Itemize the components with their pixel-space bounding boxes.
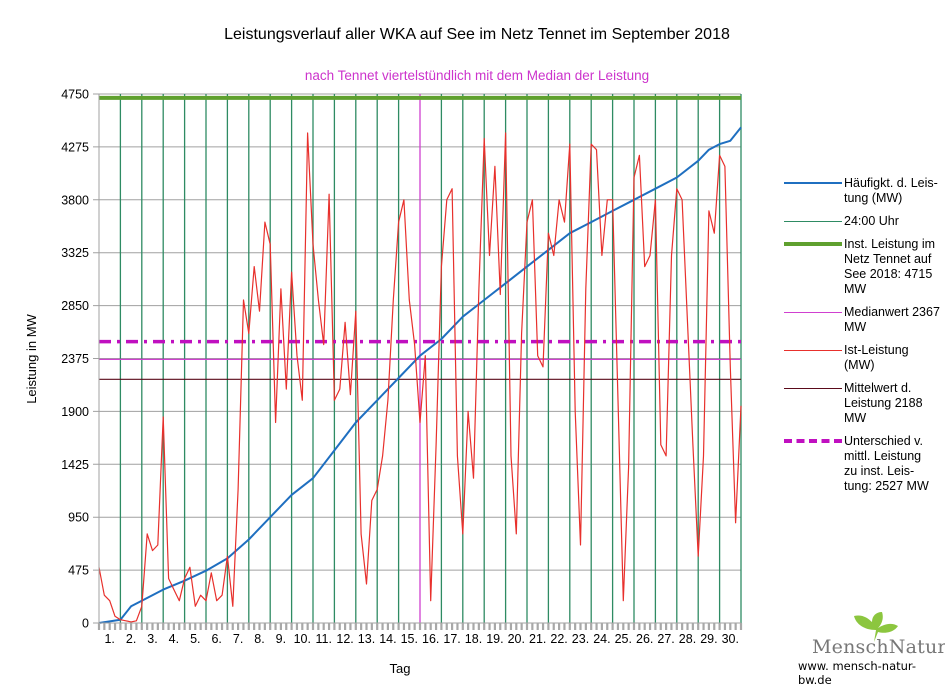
- x-tick-label: 27.: [657, 632, 674, 646]
- y-tick-label: 475: [68, 564, 89, 578]
- legend-label: 24:00 Uhr: [844, 214, 945, 229]
- x-tick-label: 13.: [358, 632, 375, 646]
- legend-label: Ist-Leistung (MW): [844, 343, 945, 373]
- x-tick-label: 6.: [211, 632, 221, 646]
- chart-subtitle: nach Tennet viertelstündlich mit dem Med…: [305, 68, 649, 83]
- x-tick-label: 12.: [336, 632, 353, 646]
- x-tick-label: 24.: [593, 632, 610, 646]
- x-tick-label: 9.: [276, 632, 286, 646]
- x-tick-label: 18.: [465, 632, 482, 646]
- y-tick-label: 1425: [61, 458, 89, 472]
- x-tick-label: 11.: [315, 632, 331, 646]
- y-tick-label: 2850: [61, 299, 89, 313]
- legend-swatch-installed: [784, 242, 842, 246]
- y-axis-label: Leistung in MW: [24, 313, 39, 403]
- logo-url[interactable]: www. mensch-natur-bw.de: [798, 659, 945, 687]
- x-tick-label: 23.: [572, 632, 589, 646]
- y-tick-label: 4750: [61, 88, 89, 102]
- legend-item-midnight: 24:00 Uhr: [780, 214, 945, 229]
- legend-label: Unterschied v. mittl. Leistung zu inst. …: [844, 434, 945, 494]
- legend-item-duration: Häufigkt. d. Leis- tung (MW): [780, 176, 945, 206]
- legend-label: Inst. Leistung im Netz Tennet auf See 20…: [844, 237, 945, 297]
- x-tick-label: 3.: [147, 632, 157, 646]
- y-tick-label: 0: [82, 617, 89, 631]
- x-tick-label: 7.: [233, 632, 243, 646]
- legend-label: Medianwert 2367 MW: [844, 305, 945, 335]
- x-tick-label: 28.: [679, 632, 696, 646]
- legend-label: Häufigkt. d. Leis- tung (MW): [844, 176, 945, 206]
- x-tick-label: 19.: [486, 632, 503, 646]
- x-tick-label: 22.: [550, 632, 567, 646]
- x-tick-label: 29.: [700, 632, 717, 646]
- x-tick-label: 17.: [443, 632, 460, 646]
- legend-swatch-difference: [784, 439, 842, 443]
- x-tick-label: 20.: [508, 632, 525, 646]
- y-tick-labels: 0 475 950 1425 1900 2375 2850 3325 3800 4275 4750: [61, 88, 89, 631]
- legend-swatch-mean: [784, 388, 842, 389]
- y-tick-label: 2375: [61, 352, 89, 366]
- legend-item-median: Medianwert 2367 MW: [780, 305, 945, 335]
- y-tick-label: 4275: [61, 140, 89, 154]
- x-tick-label: 16.: [422, 632, 439, 646]
- legend-item-actual: Ist-Leistung (MW): [780, 343, 945, 373]
- x-tick-label: 5.: [190, 632, 200, 646]
- legend-swatch-actual: [784, 350, 842, 351]
- y-tick-label: 3800: [61, 193, 89, 207]
- x-tick-label: 26.: [636, 632, 653, 646]
- x-tick-label: 21.: [529, 632, 546, 646]
- logo-name: MenschNatur: [812, 636, 945, 658]
- x-axis-label: Tag: [390, 661, 411, 676]
- x-tick-label: 15.: [401, 632, 418, 646]
- legend-item-difference: Unterschied v. mittl. Leistung zu inst. …: [780, 434, 945, 494]
- y-tick-label: 3325: [61, 246, 89, 260]
- x-tick-label: 14.: [379, 632, 396, 646]
- legend: Häufigkt. d. Leis- tung (MW) 24:00 Uhr Ins…: [780, 176, 945, 502]
- chart-title: Leistungsverlauf aller WKA auf See im Ne…: [224, 26, 730, 43]
- y-tick-label: 950: [68, 511, 89, 525]
- legend-swatch-duration: [784, 182, 842, 184]
- legend-label: Mittelwert d. Leistung 2188 MW: [844, 381, 945, 426]
- x-tick-labels: 1. 2. 3. 4. 5. 6. 7. 8. 9. 10. 11. 12. 13. 14. 15. 16. 1…: [104, 632, 739, 646]
- x-tick-label: 25.: [615, 632, 632, 646]
- legend-item-mean: Mittelwert d. Leistung 2188 MW: [780, 381, 945, 426]
- x-tick-label: 2.: [126, 632, 136, 646]
- logo: MenschNatur www. mensch-natur-bw.de: [800, 610, 945, 680]
- x-tick-label: 30.: [722, 632, 739, 646]
- x-tick-label: 8.: [254, 632, 264, 646]
- x-tick-label: 1.: [104, 632, 114, 646]
- y-tick-label: 1900: [61, 405, 89, 419]
- legend-swatch-midnight: [784, 221, 842, 222]
- x-tick-label: 10.: [294, 632, 311, 646]
- legend-swatch-median: [784, 312, 842, 313]
- x-tick-label: 4.: [169, 632, 179, 646]
- legend-item-installed: Inst. Leistung im Netz Tennet auf See 20…: [780, 237, 945, 297]
